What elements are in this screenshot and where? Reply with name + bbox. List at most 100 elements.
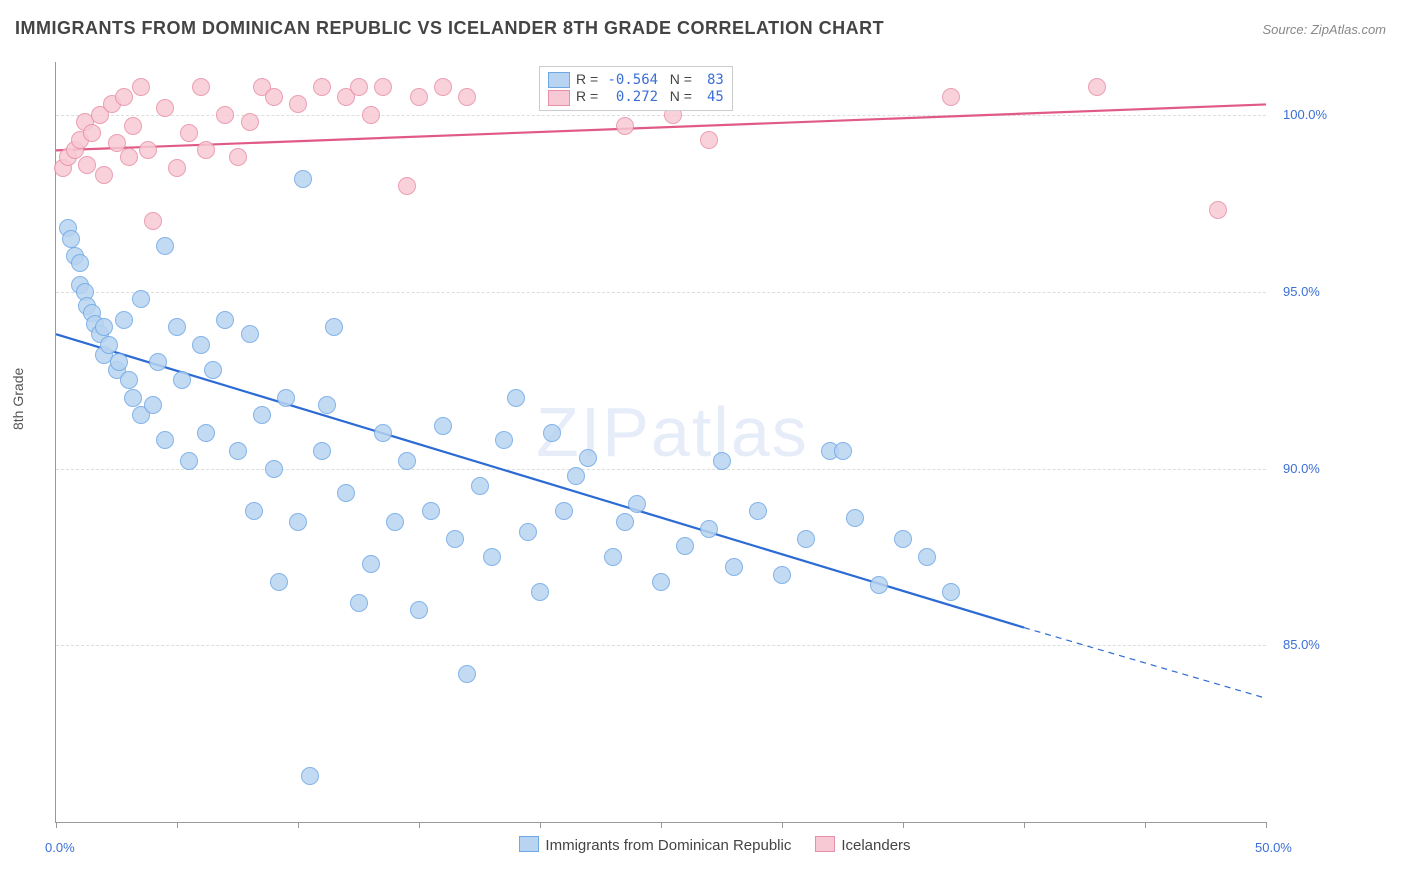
legend-r-label: R = — [576, 88, 602, 104]
data-point-dominican — [471, 477, 489, 495]
data-point-icelanders — [700, 131, 718, 149]
x-tick — [782, 822, 783, 828]
bottom-label-dominican: Immigrants from Dominican Republic — [545, 837, 791, 854]
gridline-h — [56, 469, 1266, 470]
data-point-dominican — [386, 513, 404, 531]
data-point-icelanders — [192, 78, 210, 96]
y-tick-label: 95.0% — [1283, 284, 1320, 299]
data-point-dominican — [337, 484, 355, 502]
data-point-dominican — [265, 460, 283, 478]
data-point-icelanders — [144, 212, 162, 230]
bottom-swatch-icelanders — [815, 836, 835, 852]
data-point-dominican — [245, 502, 263, 520]
data-point-dominican — [374, 424, 392, 442]
data-point-icelanders — [95, 166, 113, 184]
x-tick — [419, 822, 420, 828]
data-point-dominican — [100, 336, 118, 354]
x-tick — [1024, 822, 1025, 828]
x-tick — [56, 822, 57, 828]
data-point-dominican — [95, 318, 113, 336]
data-point-icelanders — [362, 106, 380, 124]
data-point-dominican — [156, 431, 174, 449]
data-point-dominican — [616, 513, 634, 531]
x-tick — [298, 822, 299, 828]
x-tick — [1266, 822, 1267, 828]
data-point-dominican — [604, 548, 622, 566]
y-tick-label: 85.0% — [1283, 637, 1320, 652]
data-point-dominican — [216, 311, 234, 329]
data-point-icelanders — [156, 99, 174, 117]
legend-n-label: N = — [670, 88, 696, 104]
legend-n-value-icelanders: 45 — [696, 89, 724, 105]
data-point-dominican — [241, 325, 259, 343]
data-point-dominican — [192, 336, 210, 354]
data-point-icelanders — [458, 88, 476, 106]
data-point-dominican — [294, 170, 312, 188]
x-tick — [540, 822, 541, 828]
data-point-icelanders — [197, 141, 215, 159]
bottom-label-icelanders: Icelanders — [841, 837, 910, 854]
data-point-dominican — [894, 530, 912, 548]
data-point-dominican — [149, 353, 167, 371]
data-point-icelanders — [83, 124, 101, 142]
data-point-dominican — [567, 467, 585, 485]
data-point-icelanders — [265, 88, 283, 106]
trendline-dashed-dominican — [1024, 628, 1266, 699]
data-point-dominican — [197, 424, 215, 442]
data-point-icelanders — [942, 88, 960, 106]
chart-container: IMMIGRANTS FROM DOMINICAN REPUBLIC VS IC… — [0, 0, 1406, 892]
data-point-icelanders — [313, 78, 331, 96]
data-point-icelanders — [398, 177, 416, 195]
data-point-icelanders — [241, 113, 259, 131]
data-point-dominican — [168, 318, 186, 336]
y-tick-label: 100.0% — [1283, 107, 1327, 122]
data-point-dominican — [676, 537, 694, 555]
data-point-icelanders — [216, 106, 234, 124]
data-point-dominican — [713, 452, 731, 470]
x-tick-label: 0.0% — [45, 840, 75, 855]
data-point-dominican — [725, 558, 743, 576]
data-point-dominican — [71, 254, 89, 272]
x-tick-label: 50.0% — [1255, 840, 1292, 855]
data-point-dominican — [410, 601, 428, 619]
data-point-dominican — [62, 230, 80, 248]
data-point-dominican — [270, 573, 288, 591]
data-point-icelanders — [616, 117, 634, 135]
legend-n-value-dominican: 83 — [696, 72, 724, 88]
data-point-dominican — [628, 495, 646, 513]
legend-row-icelanders: R = 0.272 N = 45 — [548, 88, 724, 105]
data-point-dominican — [325, 318, 343, 336]
data-point-dominican — [531, 583, 549, 601]
legend-r-value-dominican: -0.564 — [602, 72, 658, 88]
data-point-dominican — [124, 389, 142, 407]
x-tick — [661, 822, 662, 828]
data-point-dominican — [229, 442, 247, 460]
data-point-dominican — [422, 502, 440, 520]
data-point-icelanders — [410, 88, 428, 106]
data-point-dominican — [253, 406, 271, 424]
legend-r-value-icelanders: 0.272 — [602, 89, 658, 105]
data-point-icelanders — [434, 78, 452, 96]
data-point-dominican — [579, 449, 597, 467]
data-point-dominican — [483, 548, 501, 566]
trendline-icelanders — [56, 104, 1266, 150]
data-point-icelanders — [1088, 78, 1106, 96]
data-point-dominican — [918, 548, 936, 566]
data-point-dominican — [652, 573, 670, 591]
data-point-icelanders — [180, 124, 198, 142]
data-point-dominican — [555, 502, 573, 520]
gridline-h — [56, 115, 1266, 116]
data-point-dominican — [797, 530, 815, 548]
data-point-dominican — [313, 442, 331, 460]
data-point-dominican — [846, 509, 864, 527]
data-point-dominican — [543, 424, 561, 442]
legend-swatch-icelanders — [548, 90, 570, 106]
gridline-h — [56, 645, 1266, 646]
data-point-dominican — [144, 396, 162, 414]
data-point-icelanders — [374, 78, 392, 96]
data-point-dominican — [870, 576, 888, 594]
data-point-dominican — [277, 389, 295, 407]
data-point-dominican — [434, 417, 452, 435]
data-point-dominican — [120, 371, 138, 389]
data-point-dominican — [156, 237, 174, 255]
